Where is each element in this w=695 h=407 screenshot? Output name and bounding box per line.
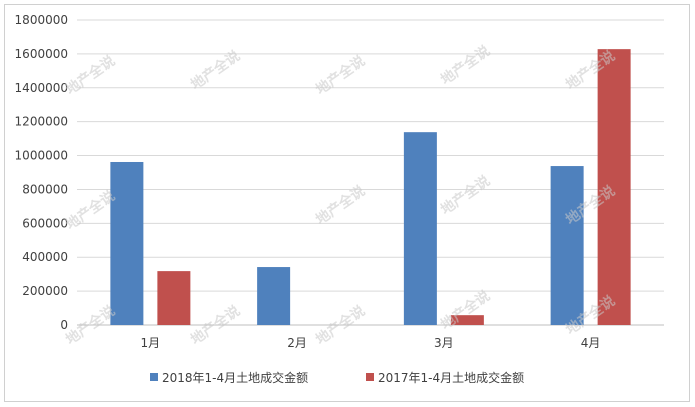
- bar-1月-series-1: [110, 161, 144, 325]
- bar-3月-series-1: [403, 132, 437, 325]
- legend-swatch: [366, 373, 374, 381]
- x-tick-label: 3月: [434, 336, 454, 350]
- x-axis-tick-labels: 1月 2月 3月 4月: [141, 336, 601, 350]
- y-tick-label: 0: [60, 318, 68, 332]
- watermark-text: 地产全说: [313, 52, 369, 98]
- y-tick-label: 400000: [22, 250, 68, 264]
- x-tick-label: 1月: [141, 336, 161, 350]
- y-tick-label: 200000: [22, 284, 68, 298]
- legend-label: 2018年1-4月土地成交金额: [162, 370, 308, 385]
- watermark-text: 地产全说: [438, 172, 494, 218]
- y-axis-tick-labels: 0 200000 400000 600000 800000 1000000 1200000 1…: [15, 13, 68, 332]
- bars: [110, 49, 631, 326]
- y-tick-label: 600000: [22, 216, 68, 230]
- watermark-text: 地产全说: [63, 187, 119, 233]
- watermark-text: 地产全说: [438, 287, 494, 333]
- bar-4月-series-2: [597, 49, 631, 326]
- legend-label: 2017年1-4月土地成交金额: [378, 370, 524, 385]
- bar-4月-series-1: [550, 166, 584, 325]
- y-tick-label: 1600000: [15, 47, 68, 61]
- watermark-text: 地产全说: [438, 42, 494, 88]
- watermark-text: 地产全说: [63, 52, 119, 98]
- y-tick-label: 1400000: [15, 81, 68, 95]
- y-tick-label: 1000000: [15, 149, 68, 163]
- bar-3月-series-2: [450, 315, 484, 325]
- bar-1月-series-2: [157, 271, 191, 325]
- legend-swatch: [150, 373, 158, 381]
- x-tick-label: 2月: [287, 336, 307, 350]
- bar-2月-series-1: [257, 267, 291, 325]
- y-tick-label: 1800000: [15, 13, 68, 27]
- y-tick-label: 1200000: [15, 115, 68, 129]
- y-tick-label: 800000: [22, 182, 68, 196]
- x-tick-label: 4月: [581, 336, 601, 350]
- legend: 2018年1-4月土地成交金额 2017年1-4月土地成交金额: [150, 370, 524, 385]
